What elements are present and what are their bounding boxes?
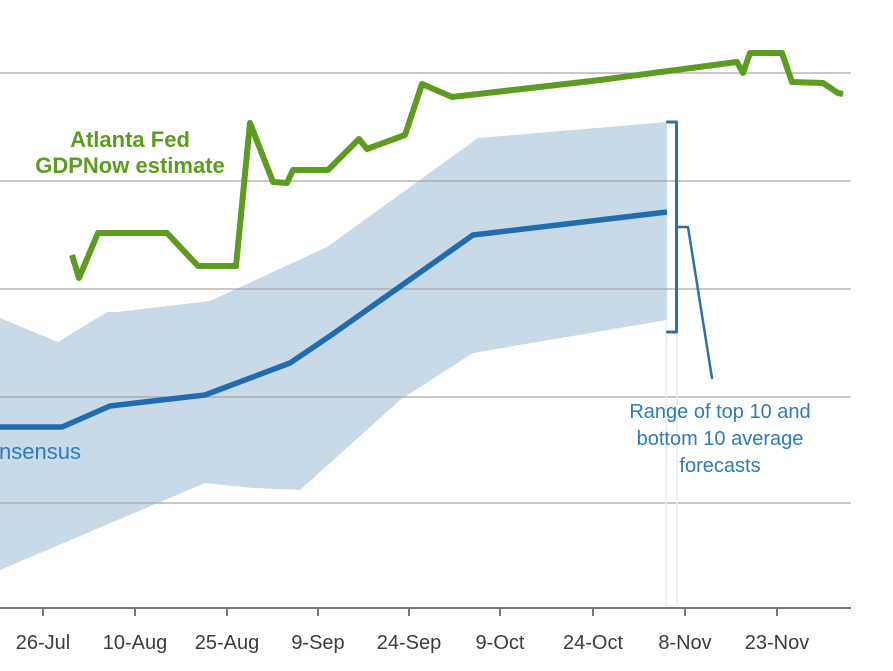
x-axis-label: 8-Nov <box>658 632 711 654</box>
x-axis-label: 24-Oct <box>563 632 623 654</box>
range-leader-line <box>675 225 714 380</box>
consensus-series-label: nsensus <box>0 439 81 464</box>
range-annotation-label: Range of top 10 and bottom 10 average fo… <box>629 401 811 477</box>
range-bracket <box>666 120 678 334</box>
gdpnow-series-label: Atlanta Fed GDPNow estimate <box>35 127 225 178</box>
consensus-line <box>0 209 668 430</box>
x-axis-label: 9-Oct <box>476 632 525 654</box>
gdpnow-line <box>69 50 844 281</box>
x-axis-label: 10-Aug <box>103 632 168 654</box>
x-axis-label: 26-Jul <box>16 632 70 654</box>
x-axis-label: 9-Sep <box>291 632 344 654</box>
x-axis-label: 24-Sep <box>377 632 442 654</box>
x-axis-label: 25-Aug <box>195 632 260 654</box>
x-axis-label: 23-Nov <box>745 632 809 654</box>
